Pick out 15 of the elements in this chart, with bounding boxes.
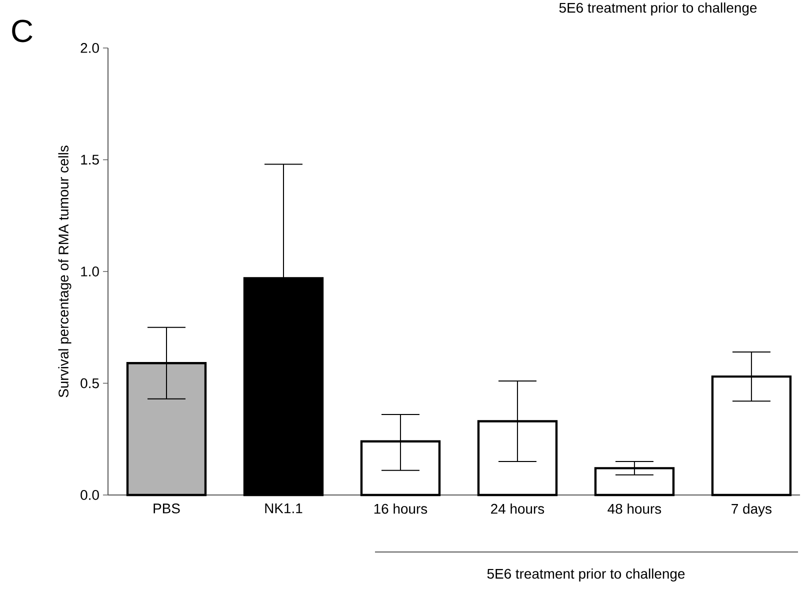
y-tick-label: 1.0 xyxy=(81,266,99,276)
y-axis-title: Survival percentage of RMA tumour cells xyxy=(58,146,72,398)
y-tick-label: 0.5 xyxy=(80,378,99,388)
x-tick-label: 7 days xyxy=(732,504,772,517)
text: 5E6 treatment prior to challenge xyxy=(487,568,685,582)
y-tick-label: 2.0 xyxy=(80,43,99,53)
y-tick-label: 1.5 xyxy=(81,154,99,165)
text: 5E6 treatment prior to challenge xyxy=(559,2,757,16)
x-tick-label: PBS xyxy=(154,504,180,514)
y-tick-label: 0.0 xyxy=(80,490,99,500)
text: C xyxy=(12,20,32,42)
x-tick-label: 48 hours xyxy=(608,504,662,514)
x-tick-label: 24 hours xyxy=(491,504,544,514)
x-tick-label: 16 hours xyxy=(374,504,428,514)
x-tick-label: NK1.1 xyxy=(265,504,302,514)
